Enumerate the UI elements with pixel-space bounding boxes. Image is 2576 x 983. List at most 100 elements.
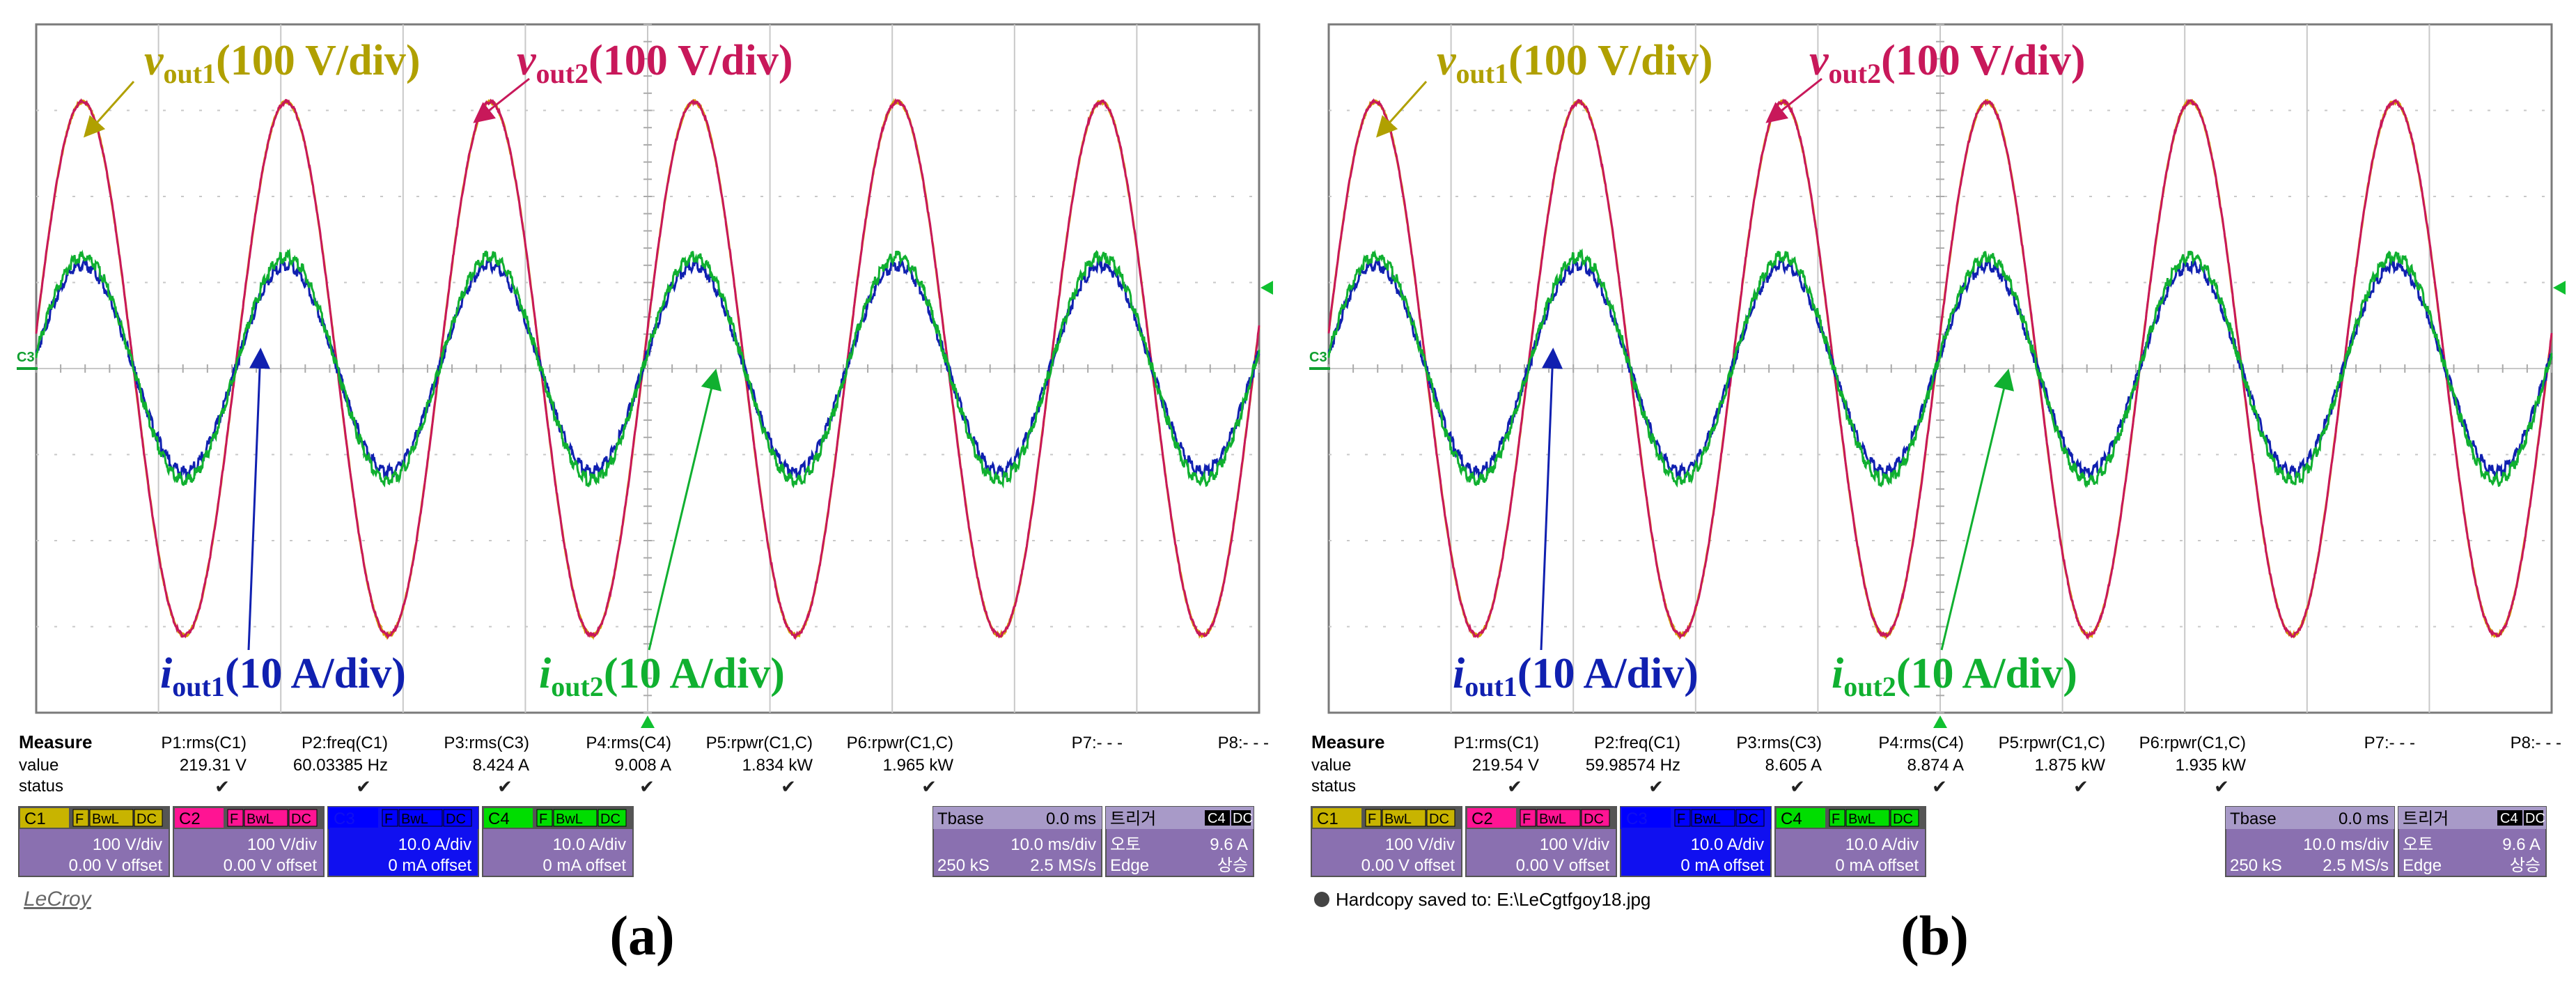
channel-scale: 10.0 A/div <box>1691 835 1764 854</box>
trace-vout2 <box>1327 98 2553 640</box>
channel-tag: BwL <box>1848 812 1875 827</box>
trigger-chan: C4 <box>2500 811 2518 826</box>
trigger-label: 트리거 <box>1110 810 1156 828</box>
timebase-samples: 250 kS <box>937 856 990 875</box>
timebase-label: Tbase <box>937 810 984 828</box>
channel-tag: F <box>1832 812 1840 827</box>
channel-name: C2 <box>1472 810 1493 828</box>
marker-c3: C3 <box>1309 350 1327 365</box>
timebase-delay: 0.0 ms <box>2339 810 2389 828</box>
level-arrow-icon <box>1260 281 1273 295</box>
channel-scale: 10.0 A/div <box>1845 835 1919 854</box>
trigger-box[interactable]: 트리거 C4 DC 오토 9.6 A Edge 상승 <box>2398 806 2547 877</box>
measure-param: P2:freq(C1) <box>1594 734 1680 752</box>
channel-tag-bg <box>1845 809 1890 827</box>
timebase-box[interactable]: Tbase 0.0 ms 10.0 ms/div 250 kS 2.5 MS/s <box>932 806 1102 877</box>
channel-name: C2 <box>179 810 201 828</box>
measure-value: 1.965 kW <box>883 756 954 775</box>
channel-tag-bg <box>1520 809 1536 827</box>
trigger-arrow-icon <box>1933 715 1947 728</box>
grid <box>1328 24 2552 713</box>
channel-tag-bg <box>398 809 443 827</box>
trigger-type: Edge <box>2403 856 2442 875</box>
timebase-header-bg <box>2226 807 2394 829</box>
measure-value: 59.98574 Hz <box>1586 756 1680 775</box>
channel-tag: F <box>1677 812 1685 827</box>
scope-panel-1: C3 vout1(100 V/div) vout2(100 V/div) iout1(… <box>17 23 1273 967</box>
channel-tag: F <box>539 812 547 827</box>
save-disk-icon <box>1314 892 1329 907</box>
measure-value: 1.875 kW <box>2035 756 2106 775</box>
arrow-iout1 <box>1540 348 1563 651</box>
channel-tag: BwL <box>401 812 428 827</box>
measure-value: 219.54 V <box>1472 756 1539 775</box>
channel-name-bg <box>175 808 224 828</box>
status-check-icon: ✔ <box>781 776 796 797</box>
channel-box-c3[interactable]: C3 F BwL DC 10.0 A/div 0 mA offset <box>1620 806 1772 877</box>
measure-value: 9.008 A <box>615 756 671 775</box>
label-iout1: iout1(10 A/div) <box>160 650 406 702</box>
label-iout2: iout2(10 A/div) <box>1832 650 2077 702</box>
channel-tag-bg <box>1536 809 1581 827</box>
arrow-vout1 <box>83 80 135 138</box>
measure-param: P8:- - - <box>1218 734 1269 752</box>
channel-name-bg <box>1622 808 1671 828</box>
timebase-box[interactable]: Tbase 0.0 ms 10.0 ms/div 250 kS 2.5 MS/s <box>2225 806 2395 877</box>
channel-name-bg <box>20 808 69 828</box>
channel-tag-bg <box>1829 809 1845 827</box>
trigger-type: Edge <box>1110 856 1149 875</box>
channel-name: C3 <box>1626 810 1648 828</box>
channel-box-c2[interactable]: C2 F BwL DC 100 V/div 0.00 V offset <box>1465 806 1617 877</box>
channel-tag: BwL <box>247 812 274 827</box>
measure-param: P7:- - - <box>2364 734 2415 752</box>
measure-value: 8.605 A <box>1765 756 1822 775</box>
measure-param: P6:rpwr(C1,C) <box>847 734 953 752</box>
channel-scale: 100 V/div <box>1540 835 1609 854</box>
channel-box-c1[interactable]: C1 F BwL DC 100 V/div 0.00 V offset <box>18 806 170 877</box>
channel-tag-bg <box>1426 809 1455 827</box>
channel-tag-bg <box>227 809 244 827</box>
timebase-div: 10.0 ms/div <box>1010 835 1096 854</box>
arrow-vout2 <box>473 77 530 123</box>
channel-tag-bg <box>553 809 598 827</box>
measure-row-status: status <box>19 777 63 796</box>
channel-scale: 10.0 A/div <box>553 835 626 854</box>
channel-name: C1 <box>1317 810 1338 828</box>
trigger-chan-bg <box>2497 810 2522 826</box>
measure-heading: Measure <box>1311 732 1385 752</box>
trigger-mode: 오토 <box>1110 835 1141 854</box>
channel-box-c4[interactable]: C4 F BwL DC 10.0 A/div 0 mA offset <box>1774 806 1926 877</box>
measure-value: 1.834 kW <box>742 756 813 775</box>
channel-tag: DC <box>1429 812 1449 827</box>
channel-tag: F <box>384 812 393 827</box>
timebase-delay: 0.0 ms <box>1046 810 1096 828</box>
channel-tag: BwL <box>1694 812 1721 827</box>
channel-tag: DC <box>291 812 311 827</box>
scope-panel-2: C3 vout1(100 V/div) vout2(100 V/div) iout1(… <box>1309 23 2566 967</box>
channel-tag: F <box>1522 812 1531 827</box>
channel-box-c2[interactable]: C2 F BwL DC 100 V/div 0.00 V offset <box>173 806 325 877</box>
level-arrow-icon <box>2553 281 2566 295</box>
panel-caption: (b) <box>1900 906 1969 967</box>
lecroy-logo: LeCroy <box>24 888 93 911</box>
channel-box-c1[interactable]: C1 F BwL DC 100 V/div 0.00 V offset <box>1311 806 1462 877</box>
channel-tag-bg <box>443 809 472 827</box>
channel-tag: DC <box>1893 812 1913 827</box>
measure-param: P1:rms(C1) <box>161 734 247 752</box>
measure-value: 60.03385 Hz <box>293 756 388 775</box>
measure-value: 8.424 A <box>473 756 529 775</box>
channel-box-c3[interactable]: C3 F BwL DC 10.0 A/div 0 mA offset <box>327 806 479 877</box>
channel-tag-bg <box>598 809 627 827</box>
channel-scale: 10.0 A/div <box>398 835 471 854</box>
channel-tag-bg <box>536 809 553 827</box>
measure-heading: Measure <box>19 732 93 752</box>
channel-tag: F <box>230 812 238 827</box>
channel-offset: 0.00 V offset <box>1361 856 1455 875</box>
measure-row-value: value <box>1311 756 1351 775</box>
trigger-box[interactable]: 트리거 C4 DC 오토 9.6 A Edge 상승 <box>1105 806 1254 877</box>
channel-name-bg <box>1467 808 1516 828</box>
hardcopy-status: Hardcopy saved to: E:\LeCgtfgoy18.jpg <box>1336 889 1650 910</box>
channel-box-c4[interactable]: C4 F BwL DC 10.0 A/div 0 mA offset <box>482 806 634 877</box>
label-vout1: vout1(100 V/div) <box>144 37 421 89</box>
